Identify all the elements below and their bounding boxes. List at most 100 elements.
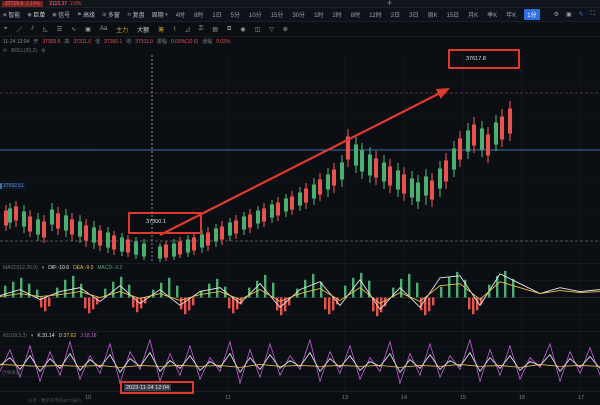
macd-dif: DIF:-10.6 — [48, 265, 70, 271]
timeframe-quarterly[interactable]: 季K — [487, 13, 498, 19]
parallel-icon[interactable]: ⫽ — [31, 25, 35, 32]
ticker-item-1[interactable]: 2115.37 2.6% — [49, 1, 81, 7]
timeframe-2d[interactable]: 2日 — [390, 13, 401, 19]
menu-bar: ◈ 智能 ◉ 巨单 ◉ 信号 ⚑ 高级 ⊞ 多窗 ⟲ 复盘 周期 ▾ 4时 8时… — [0, 8, 600, 22]
time-axis[interactable]: 10 11 13 14 15 16 17 火币 - 数字货币的BTC报价 — [0, 391, 600, 405]
timeframe-15m[interactable]: 15分 — [270, 13, 284, 19]
timeframe-weekly[interactable]: 周K — [427, 13, 438, 19]
timeframe-8h-2[interactable]: 8时 — [350, 13, 361, 19]
main-force-label[interactable]: 主力 — [116, 27, 129, 34]
lock-icon[interactable]: ⚿ — [198, 25, 204, 32]
text-icon[interactable]: Aa — [99, 26, 108, 32]
timeframe-1h[interactable]: 1时 — [314, 13, 324, 19]
kdj-grid — [0, 332, 600, 391]
rewind-icon: ⟲ — [126, 11, 132, 18]
timeframe-8h[interactable]: 8时 — [193, 13, 204, 19]
timeframe-1d[interactable]: 1日 — [212, 13, 222, 19]
boll-settings-icon[interactable]: ⚙ — [41, 47, 46, 54]
timeframe-1m-active[interactable]: 1分 — [524, 9, 540, 20]
ohlc-amplitude: 0.03%(10.5) — [170, 38, 199, 45]
rect-icon[interactable]: ▣ — [85, 26, 91, 33]
close-icon[interactable]: ⊗ — [282, 26, 288, 33]
kdj-plot — [0, 332, 600, 391]
layers-icon[interactable]: ◫ — [254, 26, 261, 33]
drawing-toolbar: ⌖ ／ ⫽ ◺ ☰ ∿ ▣ Aa 主力 大额 筹 ⌇ ◿ ⚿ ▤ ⧉ ◉ ◫ ▽… — [0, 22, 600, 37]
timeframe-yearly[interactable]: 年K — [506, 13, 517, 19]
eye-icon[interactable]: ◉ — [240, 26, 246, 33]
high-annotation-label: 37617.8 — [466, 56, 486, 62]
eraser-icon[interactable]: ◿ — [185, 26, 190, 33]
trash-icon[interactable]: ▤ — [212, 26, 219, 33]
kdj-j-line — [0, 338, 600, 385]
ohlc-key-open: 开 — [33, 39, 39, 45]
boll-label: BOLL(20,2) — [11, 47, 38, 54]
ticker-change: 1.14% — [26, 0, 41, 7]
macd-collapse-icon[interactable]: ▾ — [41, 265, 45, 271]
xtick-13: 13 — [341, 395, 349, 401]
trendline-icon[interactable]: ／ — [16, 27, 23, 34]
ohlc-readout: 11-24 12:04 开 37300.6 高 37311.0 低 37300.… — [0, 37, 600, 46]
angle-icon[interactable]: ◺ — [43, 26, 48, 33]
menu-item-smart[interactable]: ◈ 智能 — [3, 10, 20, 20]
high-annotation-box — [448, 49, 520, 69]
menu-item-signal[interactable]: ◉ 信号 — [52, 10, 71, 20]
timeframe-monthly[interactable]: 月K — [468, 13, 479, 19]
fullscreen-icon[interactable]: ⛶ — [590, 11, 595, 17]
kdj-j: J:18.18 — [80, 333, 97, 339]
menu-item-advanced[interactable]: ⚑ 高级 — [77, 10, 96, 20]
ticker-price: 37719.4 — [5, 0, 24, 7]
magnet-icon[interactable]: ⌇ — [173, 26, 177, 33]
menu-label: 复盘 — [132, 13, 145, 19]
kdj-k-line — [0, 351, 600, 374]
kdj-collapse-icon[interactable]: ▾ — [30, 333, 34, 339]
grid-icon: ⊞ — [102, 11, 107, 18]
settings-icon[interactable]: ⚙ — [553, 12, 559, 18]
timeframe-30m[interactable]: 30分 — [292, 13, 306, 19]
kdj-header: KDJ(9,3,3) ▾ K:31.14 D:37.62 J:18.18 — [3, 333, 97, 339]
candlesticks — [3, 101, 513, 262]
filter-icon[interactable]: ▽ — [269, 26, 274, 33]
ticker-change: 2.6% — [70, 0, 82, 7]
menu-label: 高级 — [83, 13, 96, 19]
ohlc-key-high: 高 — [64, 39, 70, 45]
ohlc-high: 37311.0 — [73, 38, 92, 45]
timeframe-2h[interactable]: 2时 — [332, 13, 342, 19]
cursor-icon[interactable]: ⌖ — [4, 25, 8, 32]
ohlc-date: 11-24 12:04 — [3, 38, 30, 45]
ohlc-key-changepct: 涨幅 — [202, 39, 213, 45]
menu-item-bigorder[interactable]: ◉ 巨单 — [27, 10, 45, 20]
kdj-name: KDJ(9,3,3) — [3, 333, 27, 339]
timeframe-12h[interactable]: 12时 — [369, 13, 382, 19]
macd-pane[interactable]: MACD(12,26,9) ▾ DIF:-10.6 DEA:-9.0 MACD:… — [0, 263, 600, 331]
timeframe-15d[interactable]: 15日 — [446, 13, 460, 19]
time-annotation-label: 2023-11-24 12:04 — [124, 384, 172, 391]
watermark-corner: 行情来源 — [2, 370, 20, 375]
timeframe-5m[interactable]: 5分 — [230, 13, 240, 19]
menu-item-multiwindow[interactable]: ⊞ 多窗 — [102, 10, 120, 20]
chips-label[interactable]: 筹 — [158, 27, 165, 34]
ohlc-changepct: 0.03% — [216, 38, 231, 45]
price-chart-pane[interactable]: 37592.51 — [0, 55, 600, 263]
kdj-k: K:31.14 — [37, 333, 55, 339]
kdj-d: D:37.62 — [58, 333, 77, 339]
kdj-pane[interactable]: KDJ(9,3,3) ▾ K:31.14 D:37.62 J:18.18 行情来… — [0, 331, 600, 391]
timeframe-4h[interactable]: 4时 — [175, 13, 185, 19]
timeframe-10m[interactable]: 10分 — [249, 13, 262, 19]
large-order-label[interactable]: 大额 — [137, 27, 150, 34]
camera-icon[interactable]: ▣ — [565, 12, 572, 18]
timeframe-3d[interactable]: 3日 — [409, 13, 419, 19]
wave-icon[interactable]: ∿ — [71, 26, 77, 33]
ticker-price: 2115.37 — [49, 0, 68, 7]
macd-histogram — [4, 270, 515, 317]
add-ticker-icon[interactable]: ✛ — [386, 1, 392, 7]
boll-toggle-icon[interactable]: ⟳ — [3, 47, 8, 54]
copy-icon[interactable]: ⧉ — [227, 25, 232, 32]
menu-item-replay[interactable]: ⟲ 复盘 — [126, 10, 145, 20]
menu-label: 信号 — [58, 13, 71, 19]
horizontal-icon[interactable]: ☰ — [56, 26, 63, 33]
xtick-15: 15 — [459, 395, 467, 401]
pen-icon[interactable]: ✎ — [578, 12, 584, 18]
circle-icon: ◉ — [52, 11, 57, 18]
ticker-item-0[interactable]: 37719.4 1.14% — [2, 0, 44, 7]
menu-item-period[interactable]: 周期 ▾ — [152, 10, 168, 20]
